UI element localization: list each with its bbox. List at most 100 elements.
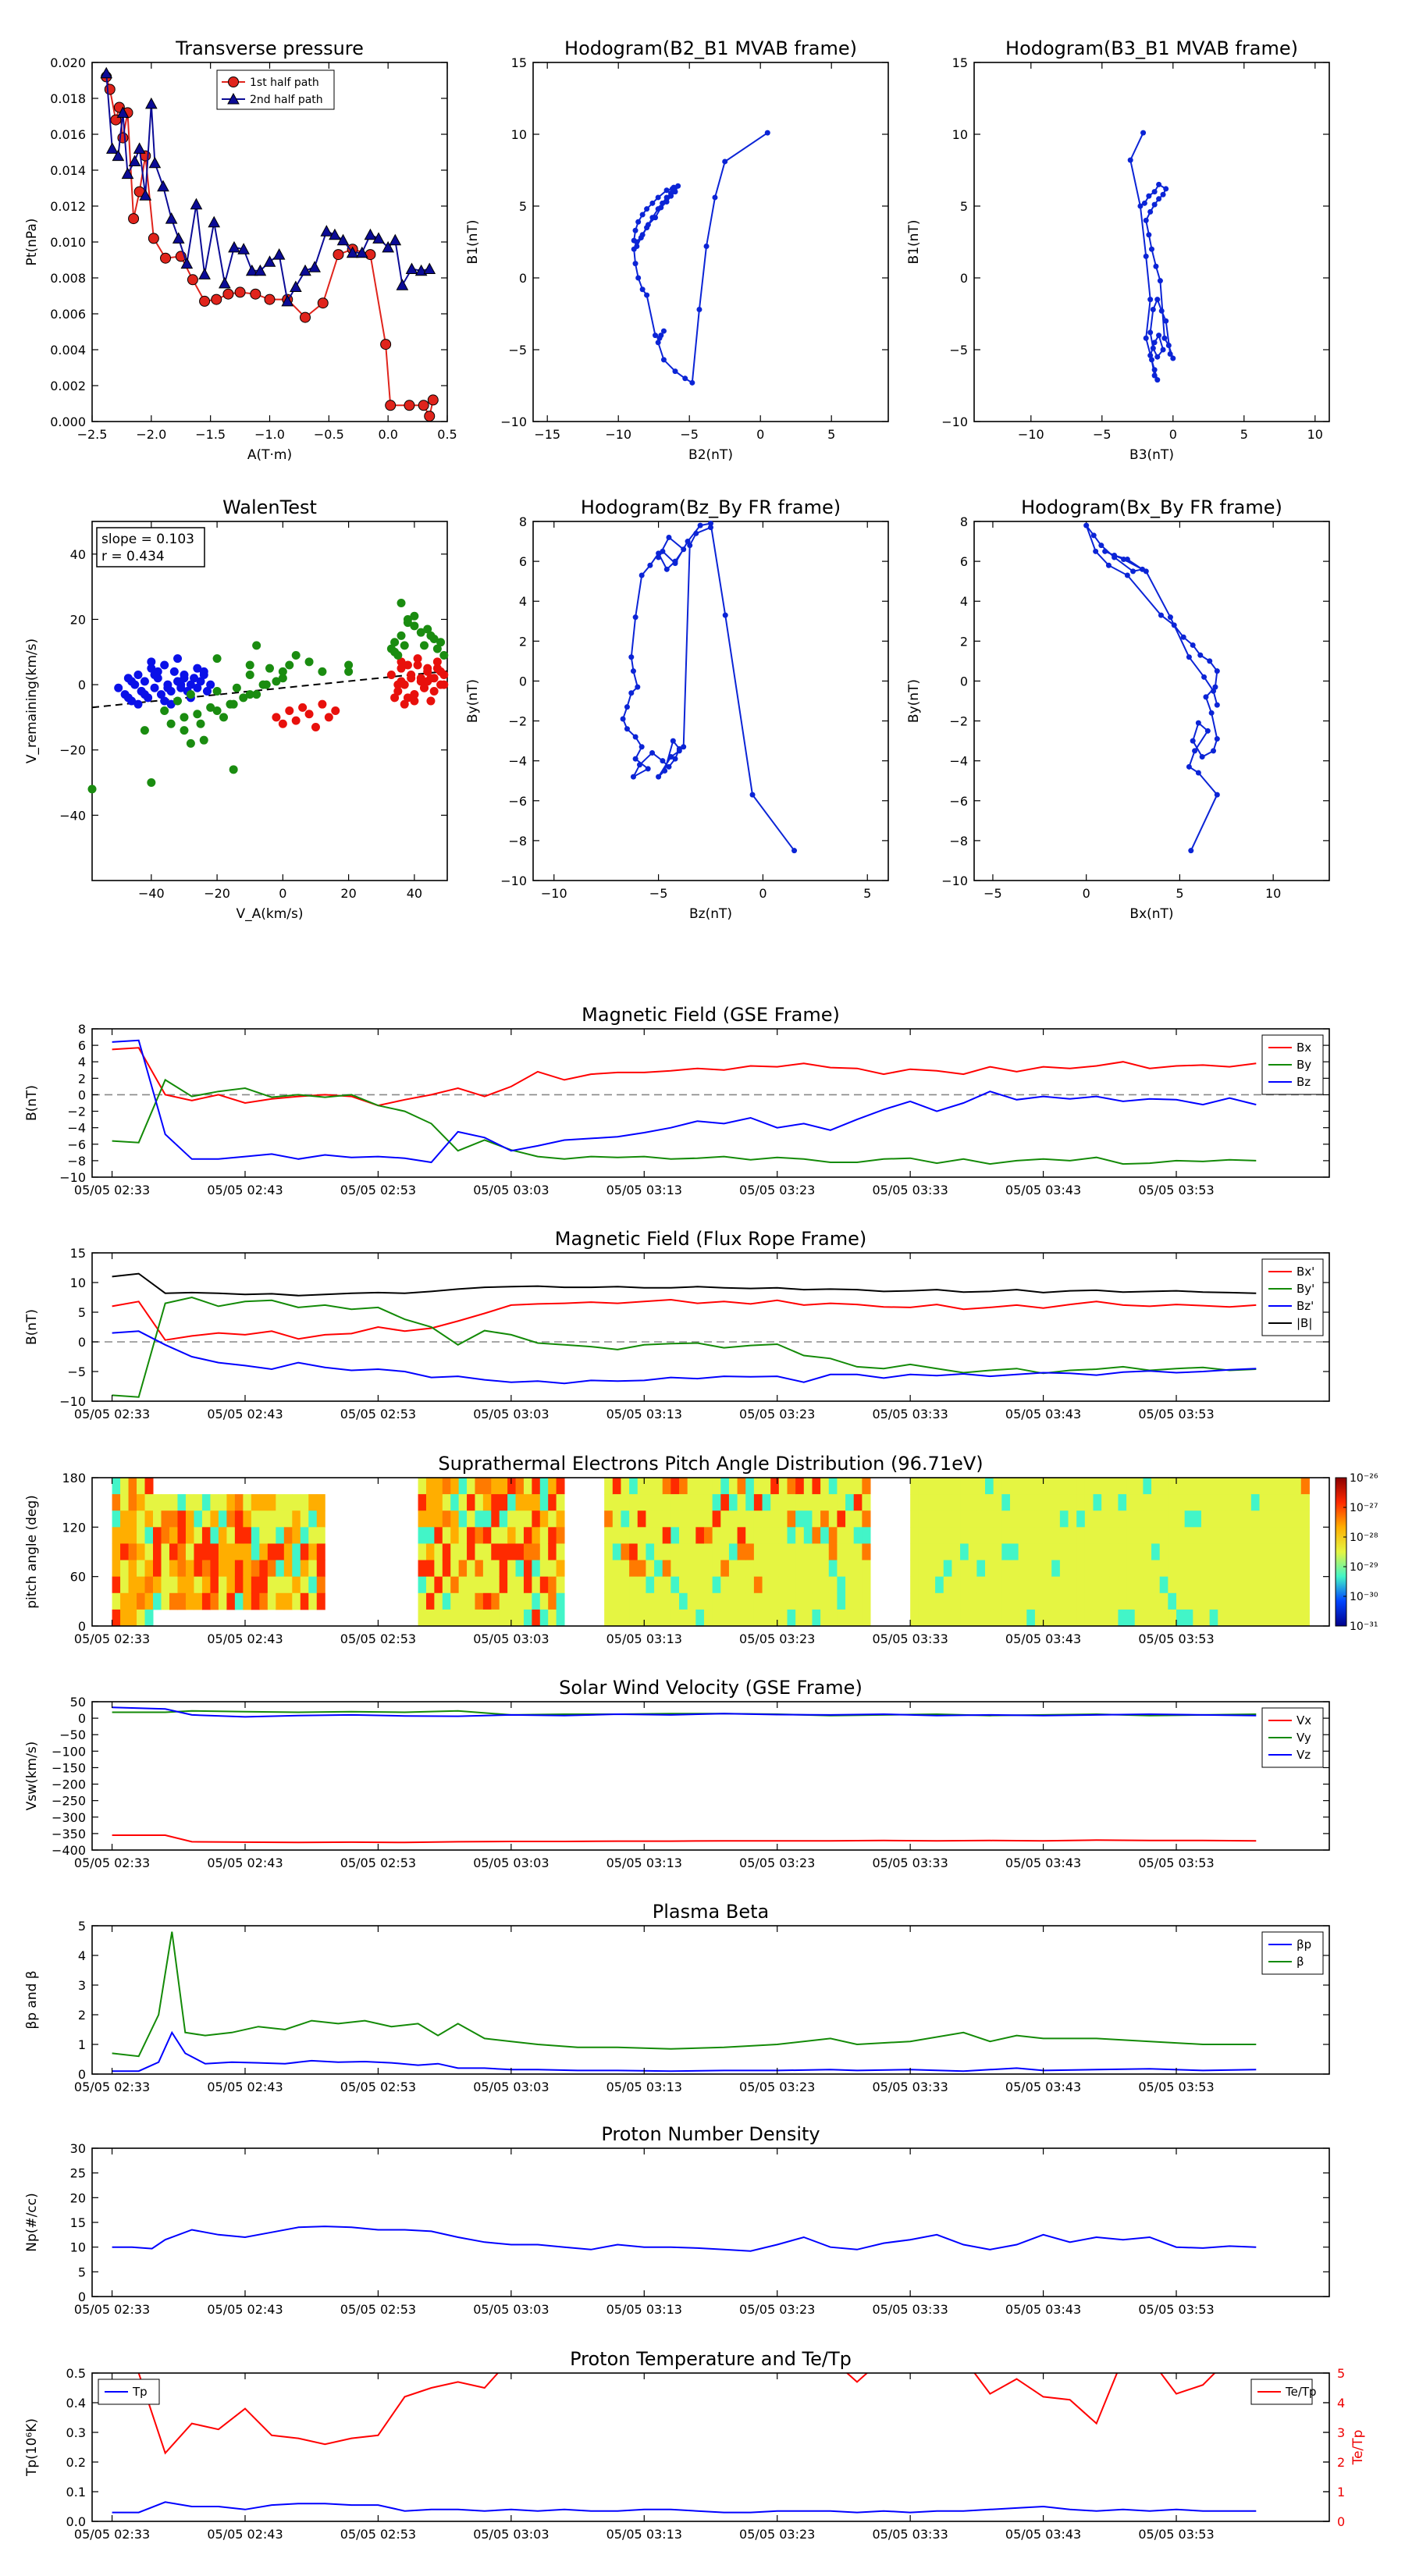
heatmap-cell	[201, 1543, 211, 1561]
scatter-point	[190, 674, 199, 683]
heatmap-cell	[458, 1592, 468, 1610]
heatmap-cell	[234, 1510, 244, 1528]
data-point	[1098, 543, 1104, 549]
heatmap-cell	[1209, 1478, 1218, 1495]
scatter-point	[390, 647, 400, 656]
data-point	[1170, 355, 1176, 361]
heatmap-cell	[491, 1510, 500, 1528]
heatmap-cell	[539, 1494, 549, 1511]
heatmap-cell	[968, 1478, 977, 1495]
y-tick-label: 10	[70, 2240, 86, 2255]
time-tick-label: 05/05 03:33	[872, 1183, 948, 1197]
heatmap-cell	[458, 1510, 468, 1528]
y-tick-label: 0	[78, 1711, 86, 1726]
heatmap-cell	[1043, 1494, 1052, 1511]
data-point	[121, 167, 134, 180]
data-point	[708, 525, 713, 531]
heatmap-cell	[703, 1494, 713, 1511]
heatmap-cell	[679, 1543, 688, 1561]
data-point	[1190, 738, 1196, 744]
heatmap-cell	[1184, 1560, 1193, 1578]
heatmap-cell	[1018, 1609, 1027, 1627]
heatmap-cell	[1043, 1478, 1052, 1495]
heatmap-cell	[604, 1510, 614, 1528]
time-tick-label: 05/05 03:53	[1138, 1407, 1214, 1421]
time-tick-label: 05/05 03:23	[739, 2527, 815, 2542]
heatmap-cell	[316, 1527, 325, 1544]
heatmap-cell	[491, 1576, 500, 1594]
heatmap-cell	[960, 1609, 969, 1627]
heatmap-cell	[210, 1494, 219, 1511]
legend-label: By'	[1297, 1282, 1314, 1296]
x-tick-label: 0.0	[378, 427, 397, 442]
heatmap-cell	[1001, 1494, 1011, 1511]
y-tick-label: 10	[511, 127, 527, 142]
y-axis-label: B(nT)	[24, 1085, 40, 1121]
heatmap-cell	[467, 1543, 475, 1561]
heatmap-cell	[548, 1510, 557, 1528]
heatmap-cell	[935, 1576, 944, 1594]
heatmap-cell	[1101, 1592, 1111, 1610]
heatmap-cell	[1200, 1494, 1211, 1511]
scatter-point	[245, 690, 254, 699]
heatmap-cell	[770, 1609, 780, 1627]
heatmap-cell	[137, 1494, 146, 1511]
heatmap-cell	[654, 1494, 663, 1511]
heatmap-cell	[1126, 1527, 1136, 1544]
heatmap-cell	[1034, 1527, 1044, 1544]
heatmap-cell	[1176, 1510, 1186, 1528]
heatmap-cell	[491, 1478, 500, 1495]
heatmap-cell	[499, 1543, 508, 1561]
data-point	[1124, 572, 1130, 578]
heatmap-cell	[1218, 1560, 1227, 1578]
heatmap-cell	[820, 1494, 830, 1511]
heatmap-cell	[1200, 1510, 1211, 1528]
data-point	[208, 215, 221, 228]
scatter-point	[123, 693, 133, 703]
heatmap-cell	[927, 1609, 936, 1627]
y-tick-label: 0.1	[66, 2485, 86, 2500]
data-point	[128, 213, 140, 225]
x-tick-label: 0	[279, 886, 286, 901]
data-point	[672, 756, 678, 762]
heatmap-cell	[1134, 1592, 1144, 1610]
heatmap-cell	[1101, 1478, 1111, 1495]
x-tick-label: −20	[204, 886, 230, 901]
heatmap-cell	[812, 1609, 821, 1627]
heatmap-cell	[1068, 1576, 1077, 1594]
heatmap-cell	[120, 1560, 130, 1578]
heatmap-cell	[226, 1576, 236, 1594]
heatmap-cell	[556, 1576, 565, 1594]
heatmap-cell	[1243, 1478, 1252, 1495]
heatmap-cell	[442, 1494, 451, 1511]
heatmap-cell	[621, 1527, 630, 1544]
heatmap-cell	[539, 1592, 549, 1610]
legend-box	[1261, 1931, 1324, 1975]
heatmap-cell	[185, 1494, 194, 1511]
heatmap-cell	[1268, 1560, 1277, 1578]
heatmap-cell	[475, 1592, 484, 1610]
data-point	[656, 550, 662, 557]
heatmap-cell	[1093, 1576, 1102, 1594]
heatmap-cell	[169, 1576, 178, 1594]
heatmap-cell	[1268, 1592, 1277, 1610]
heatmap-cell	[482, 1510, 492, 1528]
heatmap-cell	[418, 1543, 427, 1561]
data-point	[1147, 297, 1154, 303]
heatmap-cell	[283, 1543, 293, 1561]
data-point	[712, 194, 718, 201]
heatmap-cell	[1250, 1576, 1261, 1594]
data-point	[649, 215, 656, 221]
scatter-point	[140, 677, 149, 686]
heatmap-cell	[1250, 1543, 1261, 1561]
x-tick-label: −0.5	[314, 427, 344, 442]
heatmap-cell	[210, 1543, 219, 1561]
heatmap-cell	[662, 1494, 671, 1511]
heatmap-cell	[679, 1592, 688, 1610]
heatmap-cell	[662, 1543, 671, 1561]
heatmap-cell	[1059, 1592, 1069, 1610]
heatmap-cell	[853, 1527, 863, 1544]
heatmap-cell	[695, 1609, 705, 1627]
data-point	[1161, 335, 1168, 341]
scatter-point	[390, 693, 400, 703]
